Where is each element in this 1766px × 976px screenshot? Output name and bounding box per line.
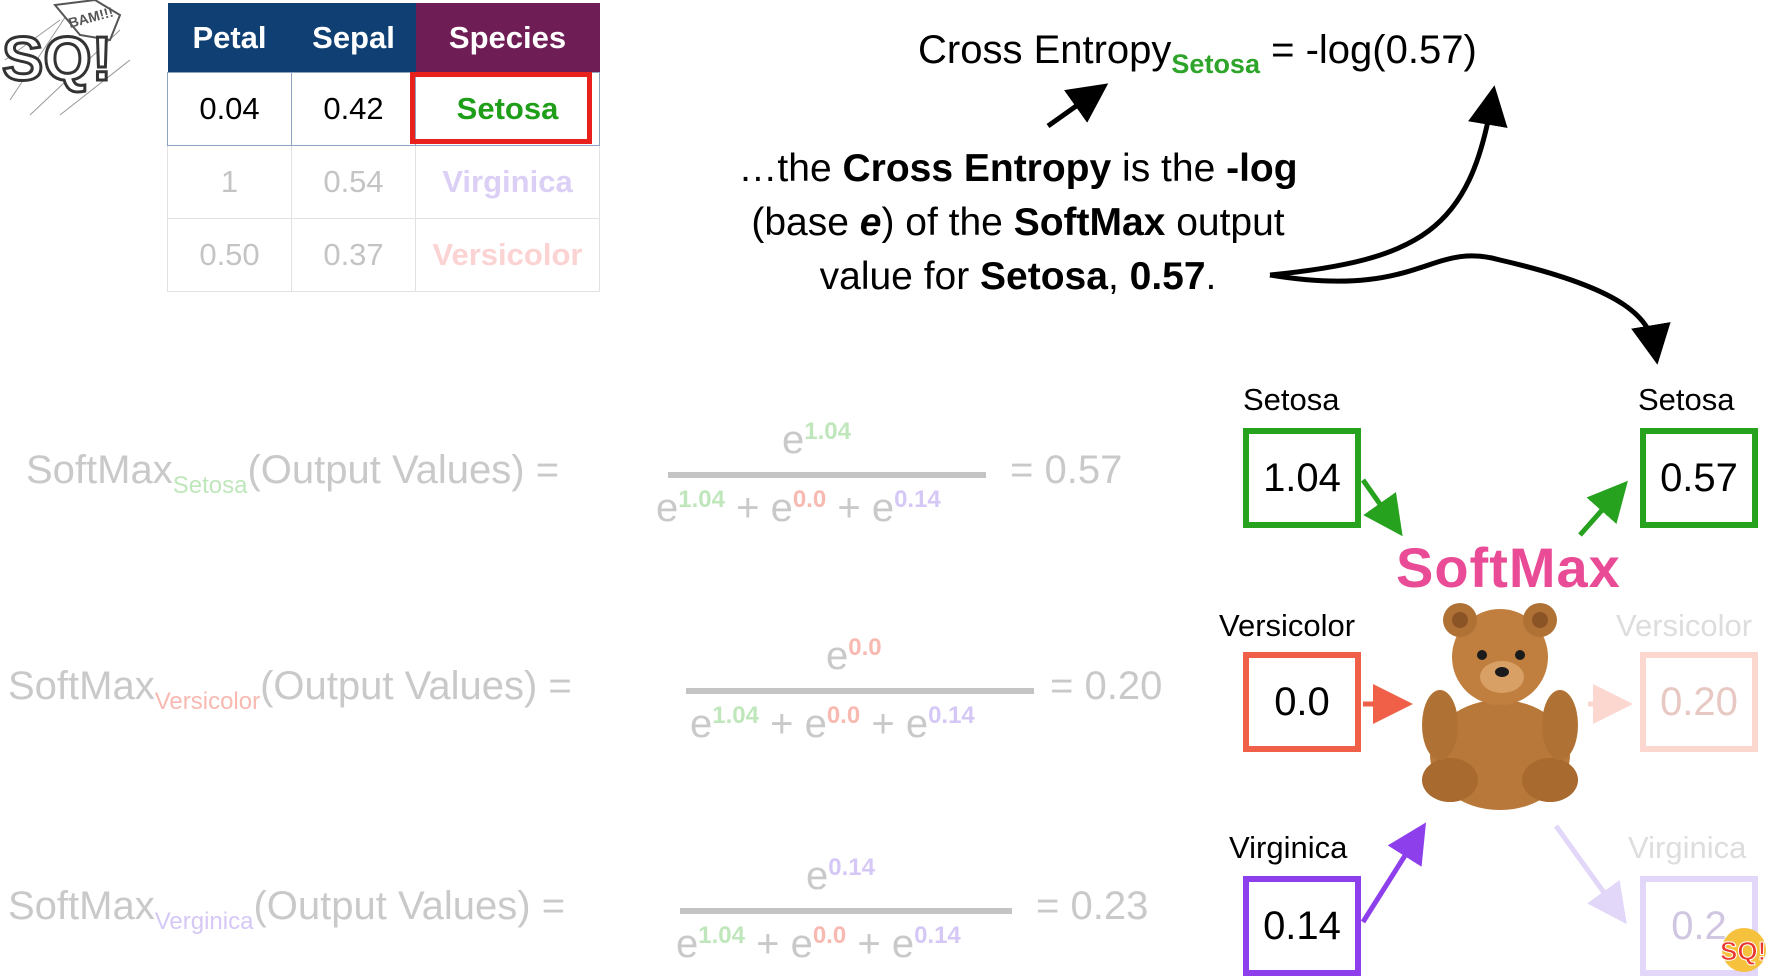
input-box-setosa: 1.04 <box>1243 428 1361 528</box>
teddy-bear-icon <box>1422 603 1578 810</box>
formula-subscript: Setosa <box>172 472 248 499</box>
iris-table: Petal Sepal Species 0.04 0.42 Setosa 1 0… <box>167 3 600 292</box>
formula-name: SoftMax <box>8 664 155 708</box>
statquest-logo-small: SQ! <box>1720 928 1766 972</box>
cell-petal: 0.50 <box>167 218 292 292</box>
input-box-virginica: 0.14 <box>1243 876 1361 976</box>
expl-part: …the <box>738 147 843 190</box>
expl-part: value for <box>819 255 981 298</box>
cell-sepal: 0.54 <box>291 145 416 219</box>
arrow-output-virginica <box>1553 824 1627 925</box>
output-box-versicolor: 0.20 <box>1640 652 1758 752</box>
arrow-output-setosa <box>1578 480 1628 537</box>
cell-sepal: 0.37 <box>291 218 416 292</box>
cell-species: Virginica <box>415 145 600 219</box>
formula-result: = 0.57 <box>1010 448 1123 492</box>
output-label-virginica: Virginica <box>1628 830 1747 865</box>
formula-result: = 0.23 <box>1036 884 1149 928</box>
expl-part: , <box>1107 255 1130 298</box>
fraction-bar <box>686 688 1034 694</box>
arrow-to-log-value <box>1269 85 1508 278</box>
table-row: 1 0.54 Virginica <box>167 145 600 219</box>
expl-part: . <box>1205 255 1217 298</box>
svg-text:SQ!: SQ! <box>1720 936 1766 966</box>
expl-bold: Setosa <box>980 255 1108 298</box>
table-row: 0.50 0.37 Versicolor <box>167 218 600 292</box>
output-label-setosa: Setosa <box>1638 382 1735 417</box>
ce-subscript: Setosa <box>1171 49 1260 79</box>
cell-petal: 1 <box>167 145 292 219</box>
formula-args: (Output Values) = <box>260 664 572 708</box>
arrow-to-cross-entropy <box>1046 83 1109 129</box>
input-label-setosa: Setosa <box>1243 382 1340 417</box>
col-header-petal: Petal <box>167 3 292 73</box>
statquest-logo: BAM!!! SQ! <box>1 0 131 116</box>
formula-denominator: e1.04 + e0.0 + e0.14 <box>656 486 941 530</box>
ce-rhs: = -log(0.57) <box>1271 28 1477 72</box>
formula-args: (Output Values) = <box>247 448 560 492</box>
formula-subscript: Versicolor <box>154 688 261 715</box>
formula-args: (Output Values) = <box>253 884 566 928</box>
formula-subscript: Verginica <box>154 908 254 935</box>
cross-entropy-formula: Cross EntropySetosa = -log(0.57) <box>918 28 1477 80</box>
col-header-sepal: Sepal <box>291 3 416 73</box>
expl-part: is the <box>1111 147 1227 190</box>
formula-denominator: e1.04 + e0.0 + e0.14 <box>690 702 975 746</box>
svg-text:SQ!: SQ! <box>2 25 112 94</box>
col-header-species: Species <box>415 3 600 73</box>
ce-lhs: Cross Entropy <box>918 28 1172 72</box>
expl-bold: SoftMax <box>1013 201 1166 244</box>
input-label-versicolor: Versicolor <box>1219 608 1356 643</box>
arrow-input-setosa <box>1360 478 1403 537</box>
explanation-text: …the Cross Entropy is the -log (base e) … <box>688 142 1348 304</box>
expl-bold: Cross Entropy <box>842 147 1112 190</box>
expl-bold: 0.57 <box>1129 255 1206 298</box>
formula-name: SoftMax <box>8 884 155 928</box>
formula-result: = 0.20 <box>1050 664 1163 708</box>
input-box-versicolor: 0.0 <box>1243 652 1361 752</box>
expl-bold: e <box>859 201 882 244</box>
softmax-label: SoftMax <box>1396 536 1621 599</box>
formula-numerator: e0.0 <box>826 634 882 678</box>
cell-species: Setosa <box>415 72 600 146</box>
expl-part: ) of the <box>881 201 1014 244</box>
expl-part: (base <box>751 201 860 244</box>
softmax-formula-setosa-lhs: SoftMaxSetosa(Output Values) = <box>26 448 559 500</box>
fraction-bar <box>668 472 986 478</box>
expl-bold: -log <box>1226 147 1298 190</box>
input-label-virginica: Virginica <box>1229 830 1348 865</box>
formula-denominator: e1.04 + e0.0 + e0.14 <box>676 922 961 966</box>
arrow-to-output-setosa <box>1269 253 1671 365</box>
expl-part: output <box>1165 201 1285 244</box>
formula-name: SoftMax <box>26 448 173 492</box>
formula-numerator: e0.14 <box>806 854 875 898</box>
formula-numerator: e1.04 <box>782 418 851 462</box>
arrow-input-virginica <box>1360 822 1427 924</box>
output-label-versicolor: Versicolor <box>1616 608 1753 643</box>
selected-species-highlight <box>410 72 592 144</box>
softmax-formula-versicolor-lhs: SoftMaxVersicolor(Output Values) = <box>8 664 572 716</box>
softmax-formula-verginica-lhs: SoftMaxVerginica(Output Values) = <box>8 884 565 936</box>
cell-species: Versicolor <box>415 218 600 292</box>
fraction-bar <box>680 908 1012 914</box>
output-box-setosa: 0.57 <box>1640 428 1758 528</box>
cell-petal: 0.04 <box>167 72 292 146</box>
